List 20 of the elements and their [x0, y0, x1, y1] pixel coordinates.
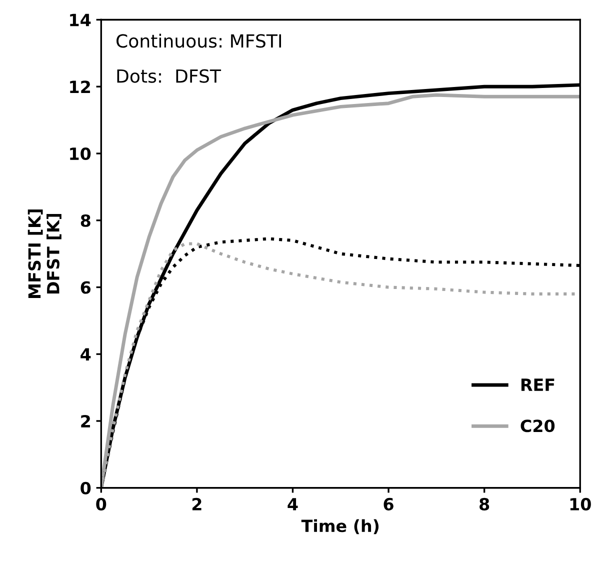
x-tick-label: 8	[480, 498, 490, 510]
y-tick-label: 10	[70, 147, 91, 160]
y-tick-label: 14	[70, 14, 91, 26]
y-tick-label: 0	[80, 482, 91, 494]
y-tick-label: 8	[80, 214, 90, 227]
y-axis-title: MFSTI [K] DFST [K]	[28, 209, 62, 298]
x-tick-label: 4	[288, 498, 298, 510]
annotation: Dots: DFST	[117, 69, 222, 83]
x-tick-label: 2	[192, 498, 202, 510]
x-tick-label: 0	[96, 498, 106, 510]
annotation: Continuous: MFSTI	[116, 34, 282, 48]
legend-label: C20	[520, 420, 555, 432]
x-axis-title: Time (h)	[301, 519, 379, 534]
y-tick-label: 4	[80, 348, 91, 360]
y-tick-label: 6	[80, 281, 91, 294]
x-tick-label: 6	[384, 498, 394, 510]
y-tick-label: 2	[81, 414, 90, 428]
legend-label: REF	[521, 378, 554, 391]
y-tick-label: 12	[70, 80, 90, 93]
x-tick-label: 10	[570, 498, 591, 510]
